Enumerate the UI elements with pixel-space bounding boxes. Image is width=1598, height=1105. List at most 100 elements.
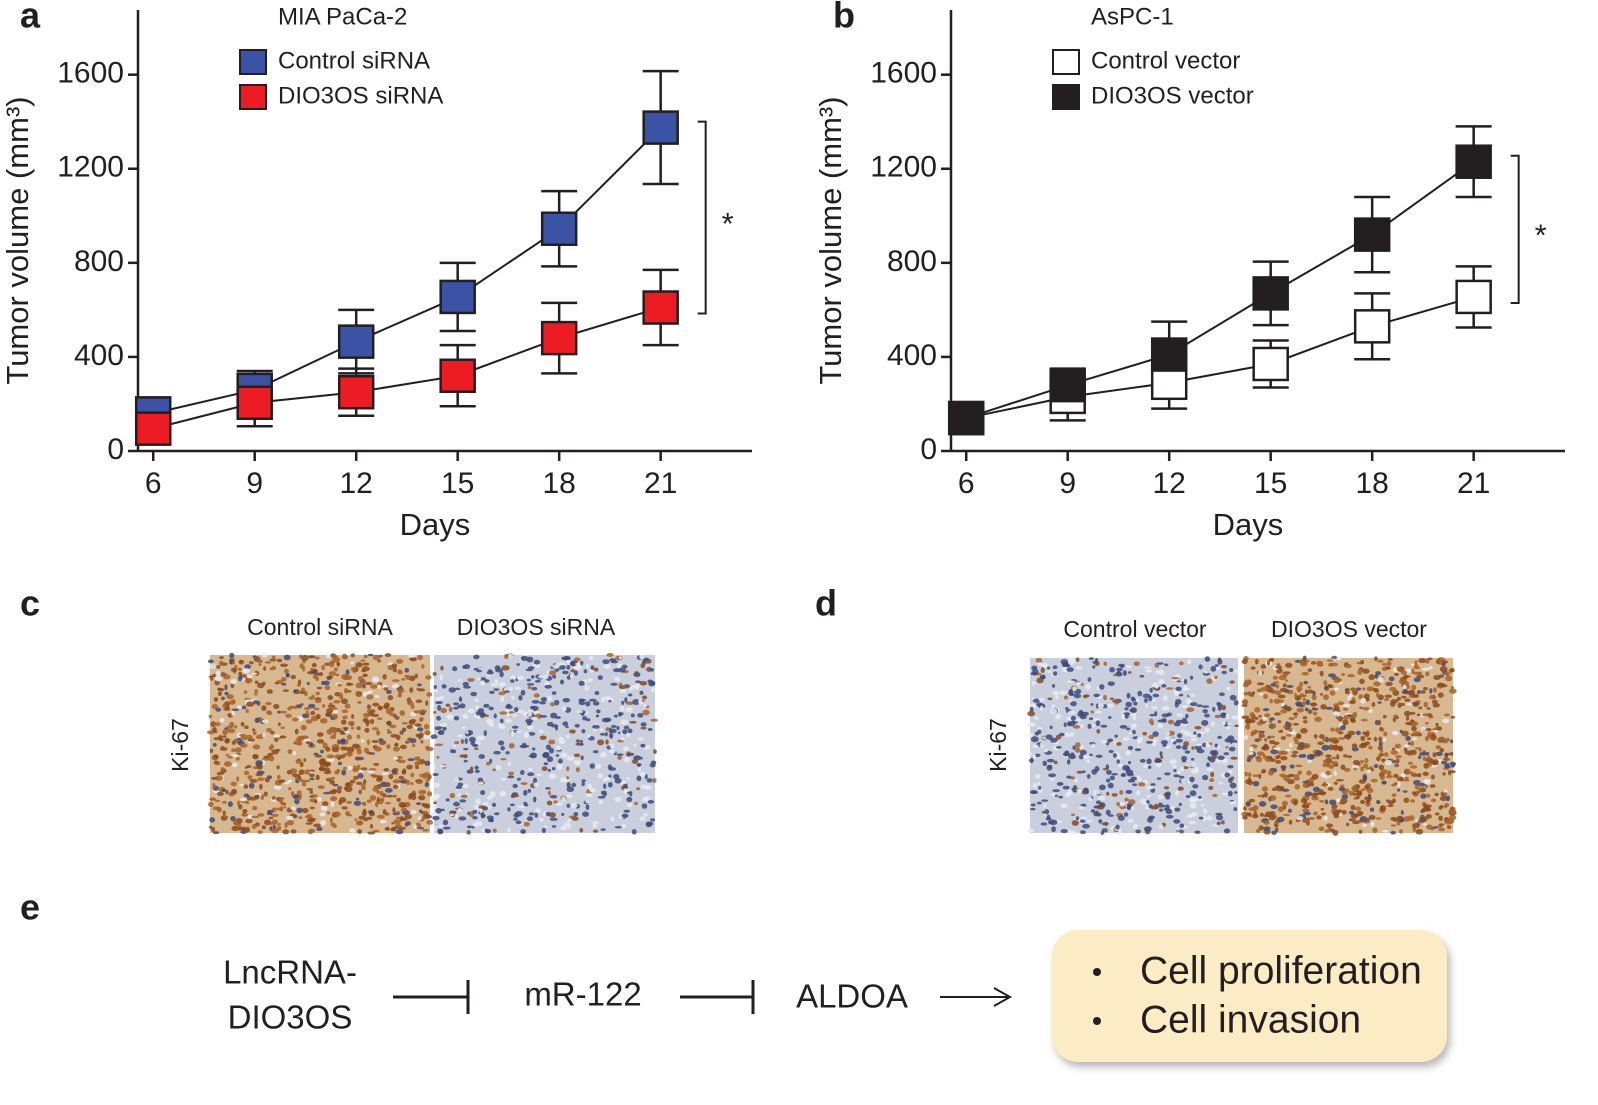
nucleus — [492, 768, 496, 772]
nucleus — [1190, 757, 1195, 761]
nucleus — [614, 676, 621, 682]
nucleus — [1327, 673, 1336, 678]
nucleus — [1029, 706, 1034, 712]
nucleus — [222, 729, 228, 736]
nucleus — [1325, 823, 1334, 828]
nucleus — [270, 813, 279, 817]
nucleus — [1060, 659, 1069, 665]
nucleus — [1070, 715, 1077, 721]
nucleus — [279, 798, 284, 805]
bullet — [1093, 1017, 1101, 1025]
nucleus — [575, 662, 580, 666]
nucleus — [533, 796, 537, 803]
nucleus — [1387, 658, 1393, 661]
nucleus — [1404, 698, 1411, 702]
nucleus — [221, 788, 227, 792]
nucleus — [628, 686, 635, 691]
nucleus — [623, 809, 631, 813]
nucleus — [223, 815, 229, 819]
y-tick-label: 1600 — [57, 57, 124, 90]
nucleus — [290, 829, 297, 834]
nucleus — [609, 732, 614, 739]
nucleus — [421, 664, 425, 669]
nucleus — [1214, 743, 1218, 748]
node-label: LncRNA- — [223, 954, 357, 991]
outcome-box — [1052, 930, 1447, 1062]
nucleus — [379, 790, 384, 797]
nucleus — [473, 654, 480, 660]
nucleus — [449, 813, 455, 817]
nucleus — [529, 752, 537, 759]
nucleus — [229, 699, 236, 705]
nucleus — [1429, 784, 1436, 788]
nucleus — [1421, 667, 1430, 671]
nucleus — [1226, 686, 1231, 691]
nucleus — [1046, 758, 1055, 763]
nucleus — [546, 756, 554, 763]
nucleus — [1289, 764, 1295, 769]
nucleus — [1378, 764, 1385, 771]
nucleus — [1201, 719, 1209, 726]
nucleus — [1303, 743, 1311, 749]
nucleus — [350, 653, 356, 658]
nucleus — [590, 665, 595, 671]
nucleus — [637, 737, 644, 741]
nucleus — [1362, 668, 1370, 674]
nucleus — [314, 656, 320, 660]
nucleus — [1071, 819, 1079, 826]
nucleus — [1189, 702, 1198, 707]
nucleus — [1072, 745, 1076, 750]
nucleus — [1262, 693, 1269, 700]
nucleus — [1395, 755, 1402, 759]
nucleus — [1258, 773, 1262, 780]
micrograph — [1241, 655, 1457, 836]
nucleus — [1189, 802, 1197, 809]
nucleus — [1167, 719, 1175, 725]
nucleus — [1277, 694, 1286, 699]
nucleus — [425, 745, 431, 750]
nucleus — [255, 795, 260, 800]
nucleus — [488, 721, 495, 728]
nucleus — [566, 781, 571, 788]
nucleus — [578, 680, 585, 686]
nucleus — [424, 781, 429, 788]
nucleus — [1116, 667, 1123, 672]
nucleus — [1099, 684, 1105, 690]
nucleus — [1206, 762, 1211, 768]
nucleus — [1296, 745, 1305, 751]
nucleus — [310, 710, 316, 716]
nucleus — [1225, 725, 1230, 730]
nucleus — [1411, 791, 1417, 795]
nucleus — [1105, 742, 1110, 746]
nucleus — [1270, 682, 1277, 687]
nucleus — [1172, 764, 1177, 769]
nucleus — [393, 794, 397, 798]
nucleus — [641, 803, 648, 809]
nucleus — [311, 662, 317, 668]
nucleus — [1282, 813, 1291, 817]
nucleus — [327, 694, 334, 701]
nucleus — [224, 684, 228, 691]
nucleus — [543, 681, 551, 686]
nucleus — [398, 826, 407, 830]
nucleus — [1100, 739, 1107, 744]
nucleus — [1449, 761, 1456, 767]
nucleus — [1217, 702, 1223, 708]
nucleus — [561, 812, 565, 816]
nucleus — [609, 749, 616, 754]
nucleus — [1145, 740, 1153, 744]
nucleus — [1386, 775, 1393, 779]
nucleus — [589, 655, 594, 660]
nucleus — [1379, 805, 1387, 812]
nucleus — [1186, 707, 1195, 712]
y-tick-label: 800 — [74, 245, 124, 278]
nucleus — [467, 677, 475, 682]
nucleus — [1337, 745, 1343, 751]
nucleus — [1431, 733, 1436, 739]
nucleus — [566, 766, 570, 772]
nucleus — [1124, 713, 1129, 719]
nucleus — [1093, 805, 1100, 809]
nucleus — [1443, 671, 1452, 675]
nucleus — [1394, 743, 1401, 749]
nucleus — [479, 677, 487, 682]
